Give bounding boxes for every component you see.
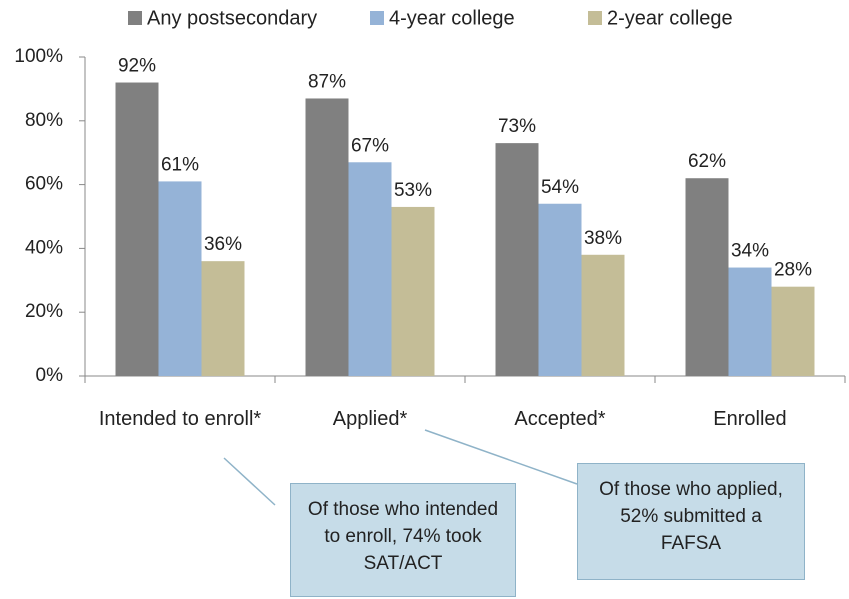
bar bbox=[685, 178, 729, 376]
legend-label: Any postsecondary bbox=[147, 7, 317, 29]
annotation: Of those who intended to enroll, 74% too… bbox=[290, 483, 516, 597]
data-label: 73% bbox=[498, 116, 536, 137]
bar bbox=[495, 143, 539, 376]
legend-swatch bbox=[370, 11, 384, 25]
y-tick-label: 100% bbox=[14, 46, 63, 67]
data-label: 92% bbox=[118, 56, 156, 77]
x-tick-label: Enrolled bbox=[713, 408, 787, 430]
y-tick-label: 40% bbox=[25, 237, 63, 258]
data-label: 53% bbox=[394, 180, 432, 201]
legend-swatch bbox=[588, 11, 602, 25]
y-tick-label: 0% bbox=[36, 365, 64, 386]
bar bbox=[391, 206, 435, 376]
bar bbox=[538, 203, 582, 376]
legend-swatch bbox=[128, 11, 142, 25]
data-label: 34% bbox=[731, 241, 769, 262]
legend-label: 4-year college bbox=[389, 7, 515, 29]
bar bbox=[158, 181, 202, 376]
bar bbox=[728, 267, 772, 376]
y-tick-label: 60% bbox=[25, 174, 63, 195]
y-tick-label: 20% bbox=[25, 301, 63, 322]
data-label: 61% bbox=[161, 154, 199, 175]
bar bbox=[305, 98, 349, 376]
annotation: Of those who applied, 52% submitted a FA… bbox=[577, 463, 805, 580]
data-label: 62% bbox=[688, 151, 726, 172]
legend-label: 2-year college bbox=[607, 7, 733, 29]
leader-line bbox=[424, 429, 578, 485]
bar bbox=[771, 286, 815, 376]
data-label: 67% bbox=[351, 135, 389, 156]
data-label: 87% bbox=[308, 71, 346, 92]
data-label: 54% bbox=[541, 177, 579, 198]
bar bbox=[201, 261, 245, 376]
y-tick-label: 80% bbox=[25, 110, 63, 131]
x-tick-label: Applied* bbox=[332, 408, 408, 430]
bar bbox=[581, 254, 625, 376]
bar bbox=[115, 82, 159, 377]
x-tick-label: Intended to enroll* bbox=[98, 408, 262, 430]
x-tick-label: Accepted* bbox=[514, 408, 606, 430]
data-label: 28% bbox=[774, 260, 812, 281]
bar bbox=[348, 162, 392, 376]
data-label: 38% bbox=[584, 228, 622, 249]
leader-line bbox=[223, 457, 276, 506]
data-label: 36% bbox=[204, 234, 242, 255]
